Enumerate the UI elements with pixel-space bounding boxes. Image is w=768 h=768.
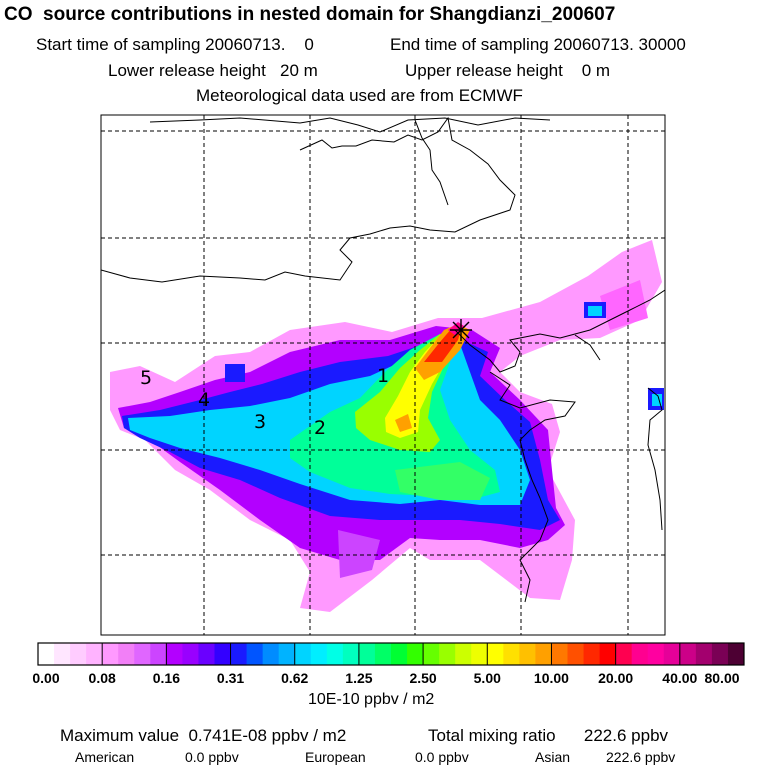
colorbar-ticks <box>37 643 745 665</box>
colorbar-cell <box>262 643 280 665</box>
colorbar-cell <box>647 643 665 665</box>
colorbar-cell <box>246 643 264 665</box>
map-title: CO source contributions in nested domain… <box>4 4 616 25</box>
colorbar-units: 10E-10 ppbv / m2 <box>308 691 435 708</box>
upper-release-label: Upper release height 0 m <box>405 61 611 80</box>
colorbar-tick-label: 40.00 <box>662 670 698 686</box>
colorbar-cell <box>198 643 215 665</box>
colorbar-cell <box>535 643 552 665</box>
plume-core <box>395 322 470 432</box>
colorbar-cell <box>407 643 424 665</box>
start-time-label: Start time of sampling 20060713. 0 <box>36 35 314 54</box>
maximum-value-label: Maximum value 0.741E-08 ppbv / m2 <box>60 726 347 745</box>
colorbar-cell <box>342 643 360 665</box>
colorbar-tick-label: 0.16 <box>152 670 180 686</box>
meteo-label: Meteorological data used are from ECMWF <box>196 86 523 105</box>
colorbar-cell <box>455 643 472 665</box>
colorbar-cell <box>679 643 697 665</box>
colorbar-tick-label: 0.08 <box>88 670 116 686</box>
colorbar-cell <box>583 643 601 665</box>
colorbar-cell <box>38 643 55 665</box>
concentration-field <box>110 240 664 612</box>
colorbar-cell <box>294 643 312 665</box>
colorbar-cell <box>102 643 119 665</box>
colorbar-cell <box>631 643 649 665</box>
colorbar-cell <box>230 643 248 665</box>
colorbar-cell <box>54 643 71 665</box>
colorbar-cell <box>487 643 504 665</box>
colorbar-cell <box>663 643 681 665</box>
european-value: 0.0 ppbv <box>415 749 469 765</box>
colorbar-cell <box>150 643 167 665</box>
coastlines <box>101 116 665 603</box>
lower-release-label: Lower release height 20 m <box>108 61 318 80</box>
region-label-1: 1 <box>377 365 389 387</box>
colorbar-tick-label: 5.00 <box>473 670 501 686</box>
colorbar-cell <box>358 643 376 665</box>
asian-value: 222.6 ppbv <box>606 749 676 765</box>
colorbar-cell <box>439 643 456 665</box>
colorbar-cell <box>214 643 232 665</box>
colorbar-cell <box>711 643 729 665</box>
colorbar-cell <box>567 643 585 665</box>
colorbar-cell <box>519 643 536 665</box>
colorbar-cell <box>134 643 151 665</box>
region-label-5: 5 <box>140 367 152 389</box>
colorbar-cell <box>551 643 568 665</box>
colorbar-cell <box>86 643 103 665</box>
colorbar-tick-label: 2.50 <box>409 670 437 686</box>
colorbar <box>38 643 745 665</box>
colorbar-cell <box>182 643 199 665</box>
european-label: European <box>305 749 366 765</box>
colorbar-cell <box>326 643 344 665</box>
colorbar-cell <box>503 643 520 665</box>
colorbar-cell <box>310 643 328 665</box>
colorbar-cell <box>391 643 408 665</box>
grid-lines <box>101 115 665 635</box>
colorbar-cell <box>471 643 488 665</box>
colorbar-cell <box>374 643 392 665</box>
end-time-label: End time of sampling 20060713. 30000 <box>390 35 686 54</box>
asian-label: Asian <box>535 749 571 765</box>
colorbar-cell <box>695 643 713 665</box>
region-label-2: 2 <box>314 417 326 439</box>
total-mixing-ratio-label: Total mixing ratio 222.6 ppbv <box>428 726 669 745</box>
colorbar-cell <box>727 643 745 665</box>
colorbar-cell <box>599 643 617 665</box>
map-frame <box>100 114 666 636</box>
american-label: American <box>75 749 135 765</box>
colorbar-cell <box>615 643 633 665</box>
colorbar-tick-label: 0.62 <box>281 670 309 686</box>
american-value: 0.0 ppbv <box>185 749 239 765</box>
colorbar-tick-label: 0.00 <box>32 670 60 686</box>
region-labels: 1 2 3 4 5 <box>140 365 389 439</box>
colorbar-cell <box>278 643 296 665</box>
colorbar-tick-label: 0.31 <box>216 670 245 686</box>
colorbar-tick-label: 20.00 <box>598 670 634 686</box>
colorbar-cell <box>166 643 183 665</box>
colorbar-cell <box>423 643 440 665</box>
region-label-4: 4 <box>198 389 210 411</box>
colorbar-tick-label: 80.00 <box>704 670 740 686</box>
region-label-3: 3 <box>254 411 266 433</box>
colorbar-cell <box>118 643 135 665</box>
colorbar-cell <box>70 643 87 665</box>
receptor-star-icon <box>450 319 472 341</box>
colorbar-tick-label: 10.00 <box>533 670 569 686</box>
colorbar-tick-label: 1.25 <box>345 670 373 686</box>
